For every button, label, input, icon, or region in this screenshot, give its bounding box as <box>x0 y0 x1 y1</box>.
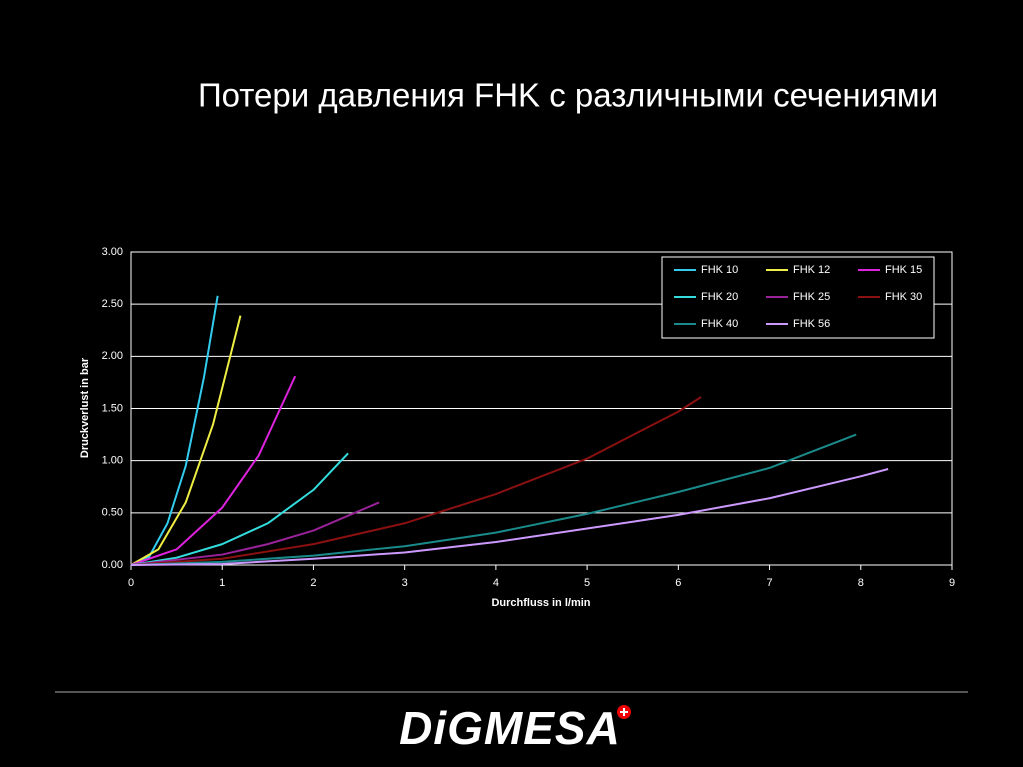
legend-label: FHK 15 <box>885 264 922 276</box>
x-tick-label: 6 <box>675 577 681 589</box>
series-line <box>130 396 702 566</box>
series-line <box>130 375 297 566</box>
x-tick-label: 2 <box>310 577 316 589</box>
legend-label: FHK 30 <box>885 291 922 303</box>
logo-cross <box>617 705 631 719</box>
x-tick-label: 0 <box>128 577 134 589</box>
x-tick-label: 8 <box>858 577 864 589</box>
x-tick-label: 3 <box>402 577 408 589</box>
y-tick-label: 0.50 <box>102 507 123 519</box>
legend-label: FHK 20 <box>701 291 738 303</box>
cross-h <box>620 711 628 713</box>
series-line <box>130 433 857 566</box>
x-tick-label: 4 <box>493 577 499 589</box>
x-tick-label: 7 <box>766 577 772 589</box>
legend-label: FHK 25 <box>793 291 830 303</box>
legend-label: FHK 12 <box>793 264 830 276</box>
x-tick-label: 9 <box>949 577 955 589</box>
x-tick-label: 1 <box>219 577 225 589</box>
plot-frame <box>130 251 953 566</box>
series-line <box>130 295 219 566</box>
legend-label: FHK 56 <box>793 318 830 330</box>
y-tick-label: 2.00 <box>102 350 123 362</box>
y-tick-label: 0.00 <box>102 559 123 571</box>
x-tick-label: 5 <box>584 577 590 589</box>
y-axis-label: Druckverlust in bar <box>79 357 91 458</box>
legend-label: FHK 40 <box>701 318 738 330</box>
y-tick-label: 1.00 <box>102 455 123 467</box>
series-line <box>130 501 380 566</box>
series-line <box>130 468 889 566</box>
y-tick-label: 2.50 <box>102 298 123 310</box>
x-axis-label: Durchfluss in l/min <box>491 597 590 609</box>
y-tick-label: 1.50 <box>102 402 123 414</box>
legend: FHK 10 FHK 12 FHK 15 FHK 20 FHK 25 FHK 30 FHK … <box>661 256 935 339</box>
legend-box <box>661 256 935 339</box>
logo: DiGMESA <box>399 702 621 754</box>
legend-label: FHK 10 <box>701 264 738 276</box>
series-line <box>130 452 349 566</box>
y-tick-label: 3.00 <box>102 246 123 258</box>
slide-title: Потери давления FHK с различными сечения… <box>198 77 938 114</box>
series-line <box>130 315 242 566</box>
